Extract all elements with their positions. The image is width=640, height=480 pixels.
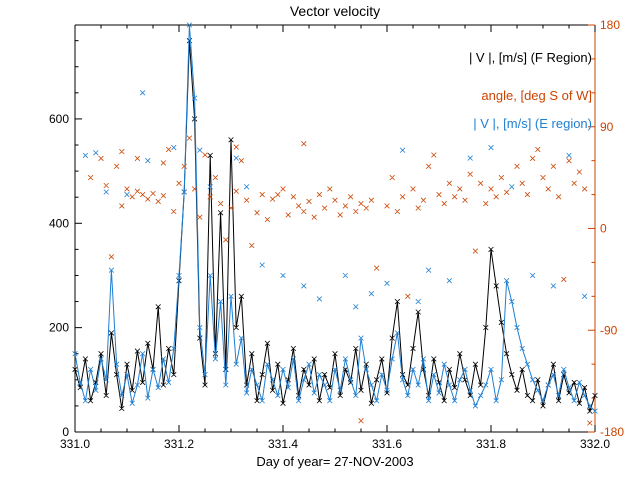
x-tick-label: 331.8 [476,437,506,451]
series-markers-angle_deg_S_of_W [87,135,593,426]
legend: | V |, [m/s] (F Region) angle, [deg S of… [469,50,592,131]
series-markers-E_region_isolated_points [82,90,588,310]
y-left-tick-label: 600 [49,112,69,126]
chart-title: Vector velocity [290,3,380,19]
y-right-tick-label: -90 [600,323,618,337]
legend-item-e-region: | V |, [m/s] (E region) [473,116,592,131]
series-angle_deg_S_of_W [87,135,593,426]
x-tick-label: 331.6 [372,437,402,451]
x-tick-label: 331.2 [164,437,194,451]
y-left-tick-label: 0 [62,425,69,439]
y-right-tick-label: 180 [600,18,620,32]
x-tick-label: 331.0 [60,437,90,451]
x-tick-label: 331.4 [268,437,298,451]
legend-item-f-region: | V |, [m/s] (F Region) [469,50,592,65]
y-left-tick-label: 400 [49,216,69,230]
y-right-tick-label: -180 [600,425,624,439]
y-right-tick-label: 0 [600,222,607,236]
x-tick-label: 332.0 [580,437,610,451]
series-E_region_velocity_m_per_s [72,22,598,414]
series-E_region_isolated_points [82,90,588,310]
plot-area: 331.0 331.2 331.4 331.6 331.8 332.0 0 200 400 600… [49,18,624,451]
y-right-tick-label: 90 [600,120,614,134]
x-axis-label: Day of year= 27-NOV-2003 [256,454,413,469]
series-markers-E_region_velocity_m_per_s [72,22,598,414]
legend-item-angle: angle, [deg S of W] [481,88,592,103]
y-left-tick-label: 200 [49,321,69,335]
